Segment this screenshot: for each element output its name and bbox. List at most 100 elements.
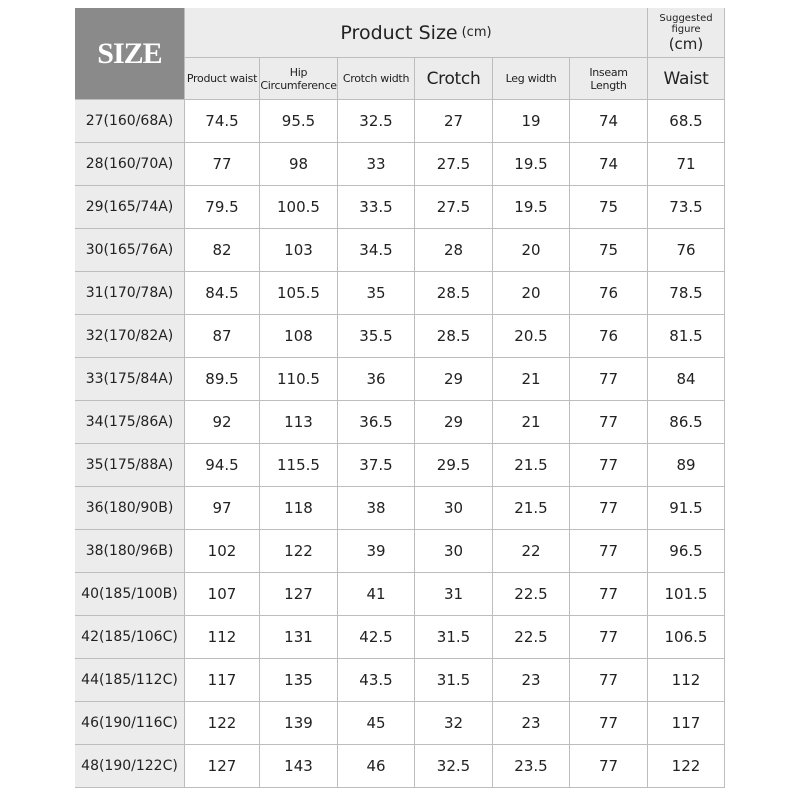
size-label: 42(185/106C)	[75, 616, 185, 659]
measurement: 122	[260, 530, 338, 573]
measurement: 89	[648, 444, 725, 487]
measurement: 73.5	[648, 186, 725, 229]
measurement: 102	[185, 530, 260, 573]
measurement: 74.5	[185, 100, 260, 143]
measurement: 20	[493, 272, 570, 315]
measurement: 23	[493, 659, 570, 702]
measurement: 27.5	[415, 186, 493, 229]
column-header: Leg width	[493, 58, 570, 100]
measurement: 35.5	[338, 315, 415, 358]
size-label: 32(170/82A)	[75, 315, 185, 358]
measurement: 74	[570, 100, 648, 143]
measurement: 127	[185, 745, 260, 788]
measurement: 97	[185, 487, 260, 530]
measurement: 30	[415, 487, 493, 530]
measurement: 77	[570, 573, 648, 616]
product-size-unit: (cm)	[461, 25, 492, 40]
measurement: 21	[493, 358, 570, 401]
size-label: 27(160/68A)	[75, 100, 185, 143]
measurement: 77	[570, 745, 648, 788]
measurement: 32.5	[415, 745, 493, 788]
measurement: 21.5	[493, 487, 570, 530]
measurement: 29	[415, 401, 493, 444]
size-label: 29(165/74A)	[75, 186, 185, 229]
measurement: 32	[415, 702, 493, 745]
column-header: Inseam Length	[570, 58, 648, 100]
measurement: 27	[415, 100, 493, 143]
measurement: 31	[415, 573, 493, 616]
suggested-title: Suggested figure	[659, 12, 713, 35]
measurement: 139	[260, 702, 338, 745]
measurement: 41	[338, 573, 415, 616]
size-label: 36(180/90B)	[75, 487, 185, 530]
measurement: 29	[415, 358, 493, 401]
measurement: 31.5	[415, 616, 493, 659]
product-size-header: Product Size (cm)	[185, 8, 648, 58]
measurement: 76	[570, 315, 648, 358]
measurement: 117	[648, 702, 725, 745]
measurement: 45	[338, 702, 415, 745]
measurement: 68.5	[648, 100, 725, 143]
measurement: 131	[260, 616, 338, 659]
measurement: 112	[185, 616, 260, 659]
size-label: 48(190/122C)	[75, 745, 185, 788]
measurement: 43.5	[338, 659, 415, 702]
measurement: 81.5	[648, 315, 725, 358]
measurement: 127	[260, 573, 338, 616]
size-label: 35(175/88A)	[75, 444, 185, 487]
measurement: 77	[185, 143, 260, 186]
measurement: 20.5	[493, 315, 570, 358]
measurement: 112	[648, 659, 725, 702]
measurement: 19.5	[493, 143, 570, 186]
measurement: 74	[570, 143, 648, 186]
measurement: 135	[260, 659, 338, 702]
size-label: 31(170/78A)	[75, 272, 185, 315]
measurement: 27.5	[415, 143, 493, 186]
measurement: 84	[648, 358, 725, 401]
measurement: 28.5	[415, 315, 493, 358]
measurement: 117	[185, 659, 260, 702]
measurement: 34.5	[338, 229, 415, 272]
measurement: 22.5	[493, 573, 570, 616]
measurement: 75	[570, 229, 648, 272]
measurement: 91.5	[648, 487, 725, 530]
measurement: 21	[493, 401, 570, 444]
measurement: 100.5	[260, 186, 338, 229]
suggested-header: Suggested figure (cm)	[648, 8, 725, 58]
measurement: 105.5	[260, 272, 338, 315]
measurement: 46	[338, 745, 415, 788]
measurement: 42.5	[338, 616, 415, 659]
measurement: 77	[570, 616, 648, 659]
size-label: 40(185/100B)	[75, 573, 185, 616]
column-header: Crotch width	[338, 58, 415, 100]
measurement: 89.5	[185, 358, 260, 401]
measurement: 115.5	[260, 444, 338, 487]
column-header: Product waist	[185, 58, 260, 100]
measurement: 77	[570, 444, 648, 487]
size-label: 30(165/76A)	[75, 229, 185, 272]
size-label: 46(190/116C)	[75, 702, 185, 745]
measurement: 77	[570, 487, 648, 530]
measurement: 96.5	[648, 530, 725, 573]
measurement: 107	[185, 573, 260, 616]
measurement: 33.5	[338, 186, 415, 229]
measurement: 21.5	[493, 444, 570, 487]
measurement: 103	[260, 229, 338, 272]
measurement: 77	[570, 659, 648, 702]
measurement: 108	[260, 315, 338, 358]
size-label: 28(160/70A)	[75, 143, 185, 186]
measurement: 143	[260, 745, 338, 788]
size-label: 38(180/96B)	[75, 530, 185, 573]
measurement: 76	[570, 272, 648, 315]
measurement: 76	[648, 229, 725, 272]
measurement: 77	[570, 401, 648, 444]
measurement: 19.5	[493, 186, 570, 229]
measurement: 37.5	[338, 444, 415, 487]
measurement: 32.5	[338, 100, 415, 143]
measurement: 101.5	[648, 573, 725, 616]
measurement: 36	[338, 358, 415, 401]
measurement: 122	[648, 745, 725, 788]
measurement: 19	[493, 100, 570, 143]
measurement: 87	[185, 315, 260, 358]
